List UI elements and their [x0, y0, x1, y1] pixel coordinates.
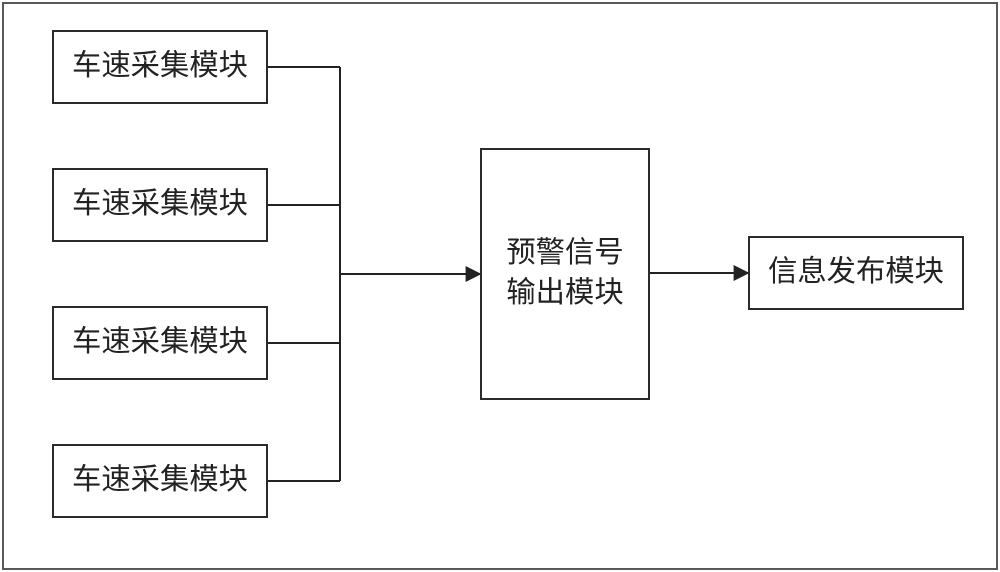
speed-module-2-label: 车速采集模块	[72, 185, 248, 225]
speed-module-3-label: 车速采集模块	[72, 323, 248, 363]
speed-module-4-label: 车速采集模块	[72, 461, 248, 501]
diagram-canvas: 车速采集模块 车速采集模块 车速采集模块 车速采集模块 预警信号输出模块 信息发…	[0, 0, 1000, 572]
speed-module-3: 车速采集模块	[52, 306, 268, 380]
speed-module-1-label: 车速采集模块	[72, 47, 248, 87]
info-publish-module: 信息发布模块	[748, 236, 964, 310]
speed-module-2: 车速采集模块	[52, 168, 268, 242]
speed-module-4: 车速采集模块	[52, 444, 268, 518]
alarm-output-module: 预警信号输出模块	[480, 148, 650, 400]
alarm-output-module-label: 预警信号输出模块	[506, 234, 623, 313]
speed-module-1: 车速采集模块	[52, 30, 268, 104]
info-publish-module-label: 信息发布模块	[768, 253, 944, 293]
